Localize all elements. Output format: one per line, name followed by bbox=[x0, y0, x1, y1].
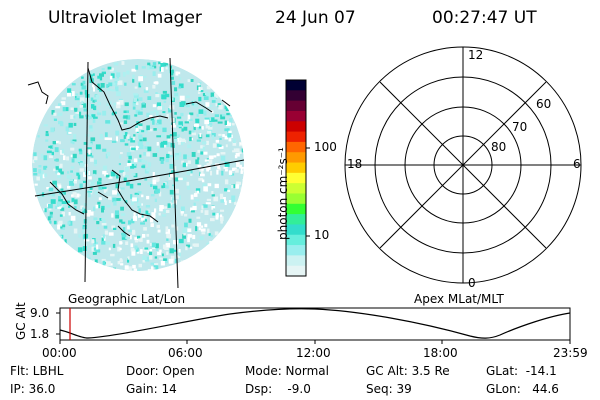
mlt-label-0: 0 bbox=[468, 276, 476, 290]
mlat-label-60: 60 bbox=[536, 97, 552, 111]
gc-altitude-status: GC Alt: 3.5 Re bbox=[366, 364, 450, 378]
date-label: 24 Jun 07 bbox=[275, 8, 356, 28]
sequence-status: Seq: 39 bbox=[366, 382, 412, 396]
colorbar-band bbox=[286, 214, 306, 226]
colorbar-frame bbox=[285, 79, 307, 277]
mlt-label-6: 6 bbox=[573, 157, 581, 171]
colorbar-band bbox=[286, 234, 306, 246]
colorbar-band bbox=[286, 245, 306, 256]
x-tick-label: 23:59 bbox=[553, 346, 588, 360]
geo-longitude-status: GLon: 44.6 bbox=[486, 382, 559, 396]
y-tick-label: 9.0 bbox=[30, 306, 50, 320]
colorbar-band bbox=[286, 80, 306, 91]
apex-mlat-mlt-label: Apex MLat/MLT bbox=[414, 292, 504, 306]
mlt-label-18: 18 bbox=[347, 157, 363, 171]
colorbar-tick-label: 10 bbox=[314, 228, 330, 242]
geo-latitude-status: GLat: -14.1 bbox=[486, 364, 557, 378]
gain-status: Gain: 14 bbox=[126, 382, 177, 396]
colorbar-band bbox=[286, 183, 306, 195]
altitude-plot-frame bbox=[59, 307, 571, 341]
colorbar-band bbox=[286, 100, 306, 112]
colorbar-band bbox=[286, 162, 306, 174]
coastline bbox=[27, 67, 231, 237]
x-tick-label: 12:00 bbox=[296, 346, 331, 360]
colorbar-band bbox=[286, 152, 306, 164]
colorbar-band bbox=[286, 121, 306, 133]
x-tick-label: 06:00 bbox=[168, 346, 203, 360]
colorbar-band bbox=[286, 172, 306, 184]
polar-axis bbox=[379, 81, 547, 249]
ip-status: IP: 36.0 bbox=[10, 382, 56, 396]
x-tick-label: 18:00 bbox=[423, 346, 458, 360]
colorbar-band bbox=[286, 255, 306, 267]
colorbar-band bbox=[286, 141, 306, 153]
mode-status: Mode: Normal bbox=[245, 364, 329, 378]
colorbar-band bbox=[286, 203, 306, 215]
mlt-label-12: 12 bbox=[468, 48, 484, 62]
y-tick-label: 1.8 bbox=[30, 327, 50, 341]
dsp-status: Dsp: -9.0 bbox=[245, 382, 311, 396]
x-tick-label: 00:00 bbox=[42, 346, 77, 360]
colorbar-tick-label: 100 bbox=[314, 140, 337, 154]
colorbar-band bbox=[286, 90, 306, 102]
colorbar-gradient bbox=[286, 80, 306, 277]
colorbar-band bbox=[286, 131, 306, 143]
meridian-line bbox=[84, 61, 89, 283]
colorbar-band bbox=[286, 224, 306, 236]
filter-status: Flt: LBHL bbox=[10, 364, 64, 378]
mlat-label-80: 80 bbox=[491, 140, 507, 154]
colorbar-band bbox=[286, 110, 306, 122]
colorbar-band bbox=[286, 265, 306, 277]
colorbar-band bbox=[286, 193, 306, 205]
altitude-curve bbox=[59, 308, 571, 339]
image-disk bbox=[32, 59, 244, 271]
time-label: 00:27:47 UT bbox=[432, 8, 537, 28]
mlat-label-70: 70 bbox=[512, 120, 528, 134]
instrument-title: Ultraviolet Imager bbox=[48, 8, 202, 28]
geo-lat-lon-label: Geographic Lat/Lon bbox=[68, 292, 186, 306]
altitude-axis-label: GC Alt bbox=[14, 302, 28, 340]
door-status: Door: Open bbox=[126, 364, 195, 378]
